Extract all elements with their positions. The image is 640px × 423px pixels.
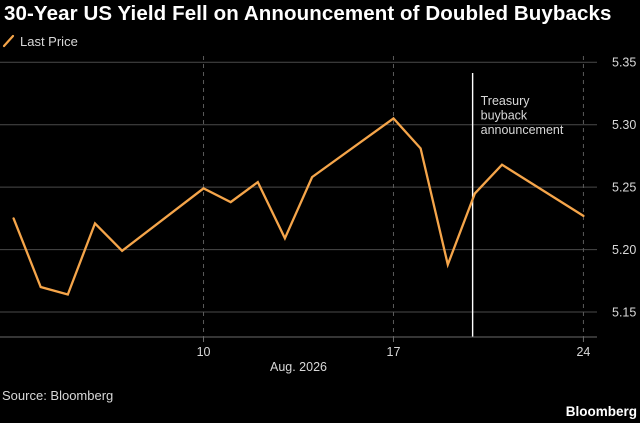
y-tick-label: 5.20 [612,243,636,257]
annotation-layer: Treasury buyback announcement [471,73,564,337]
annotation-text-line: announcement [481,123,564,137]
series-layer [12,116,585,296]
y-tick-label: 5.25 [612,181,636,195]
y-tick-label: 5.15 [612,306,636,320]
brand-logo: Bloomberg [565,404,637,419]
x-tick-label: 10 [197,345,211,359]
y-tick-label: 5.30 [612,118,636,132]
legend: Last Price [2,32,78,50]
annotation-text-line: Treasury [481,94,531,108]
source-note: Source: Bloomberg [2,388,114,403]
annotation-text: Treasury buyback announcement [481,94,564,137]
chart-title: 30-Year US Yield Fell on Announcement of… [4,2,612,25]
annotation-text-line: buyback [481,109,528,123]
y-tick-label: 5.35 [612,56,636,70]
axes: 5.15 5.20 5.25 5.30 5.35 10 17 24 Aug. 2026 [0,56,636,374]
legend-label: Last Price [20,33,78,49]
series-line-last-price [12,116,585,296]
grid [0,56,597,337]
legend-line-icon [2,34,15,48]
x-axis-title: Aug. 2026 [270,360,327,374]
x-tick-label: 24 [576,345,590,359]
x-tick-label: 17 [387,345,401,359]
